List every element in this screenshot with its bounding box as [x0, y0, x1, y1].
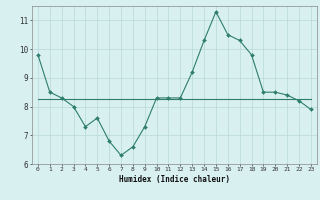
X-axis label: Humidex (Indice chaleur): Humidex (Indice chaleur): [119, 175, 230, 184]
